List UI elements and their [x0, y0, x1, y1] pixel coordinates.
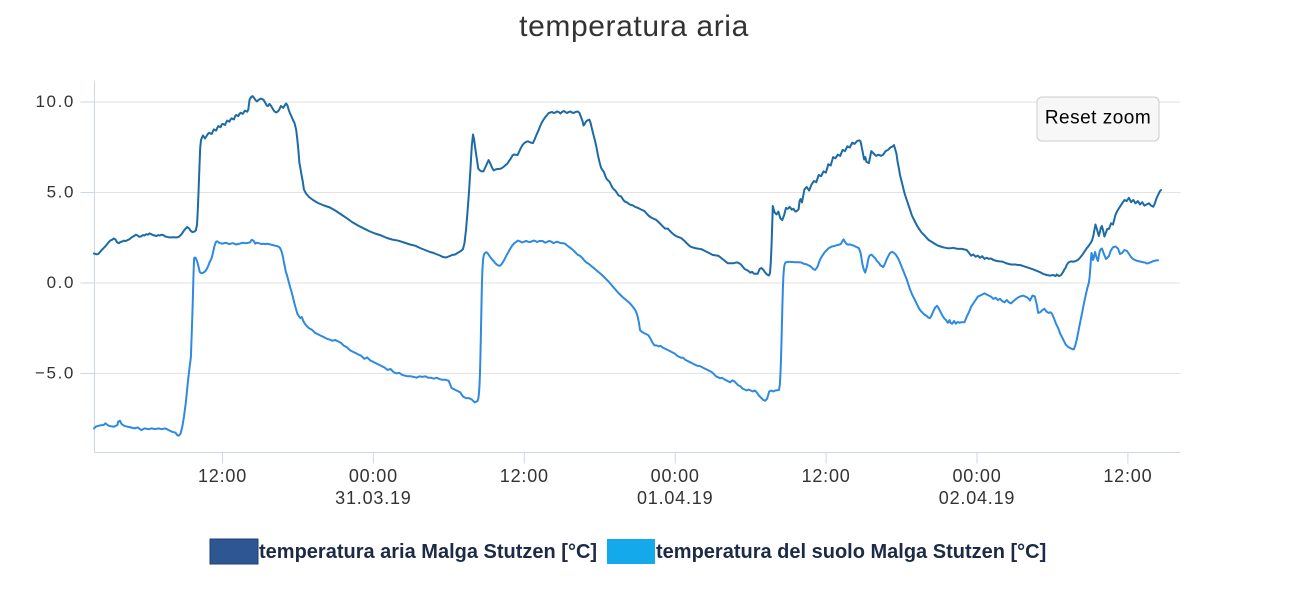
svg-text:5.0: 5.0	[47, 182, 75, 201]
svg-text:temperatura aria: temperatura aria	[519, 10, 749, 43]
svg-text:02.04.19: 02.04.19	[939, 488, 1015, 508]
svg-text:00:00: 00:00	[349, 466, 398, 486]
svg-text:−5.0: −5.0	[35, 363, 75, 382]
svg-text:00:00: 00:00	[952, 466, 1001, 486]
svg-text:12:00: 12:00	[802, 466, 851, 486]
svg-text:12:00: 12:00	[198, 466, 247, 486]
svg-text:temperatura del suolo Malga St: temperatura del suolo Malga Stutzen [°C]	[656, 541, 1046, 563]
svg-text:0.0: 0.0	[47, 273, 75, 292]
svg-text:12:00: 12:00	[1103, 466, 1152, 486]
svg-text:temperatura aria Malga Stutzen: temperatura aria Malga Stutzen [°C]	[259, 541, 597, 563]
svg-text:10.0: 10.0	[36, 92, 76, 111]
svg-text:00:00: 00:00	[651, 466, 700, 486]
svg-text:12:00: 12:00	[500, 466, 549, 486]
svg-text:Reset zoom: Reset zoom	[1045, 108, 1151, 129]
svg-text:01.04.19: 01.04.19	[637, 488, 713, 508]
svg-text:31.03.19: 31.03.19	[335, 488, 411, 508]
